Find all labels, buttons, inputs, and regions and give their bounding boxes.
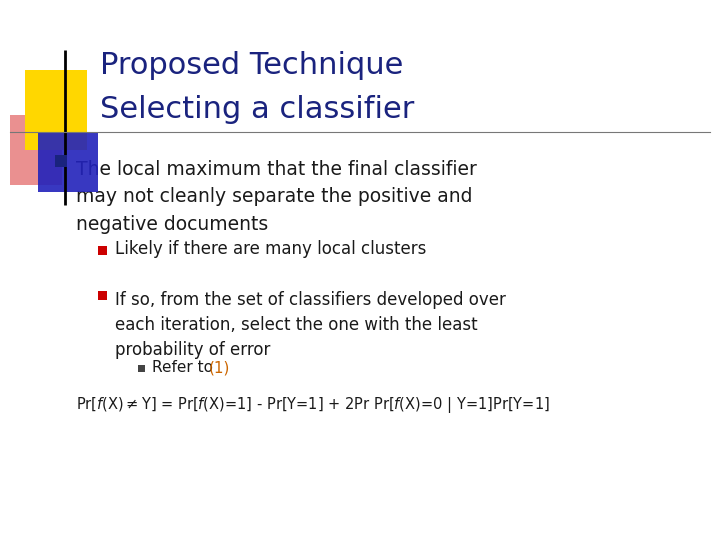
Text: Proposed Technique: Proposed Technique	[100, 51, 403, 79]
Bar	[38, 132, 98, 192]
Bar	[138, 365, 145, 372]
Bar	[10, 115, 62, 185]
Bar	[25, 70, 87, 150]
Text: Likely if there are many local clusters: Likely if there are many local clusters	[115, 240, 426, 258]
Bar	[98, 291, 107, 300]
Text: If so, from the set of classifiers developed over
each iteration, select the one: If so, from the set of classifiers devel…	[115, 291, 506, 359]
Bar	[55, 155, 67, 167]
Text: Refer to: Refer to	[152, 361, 218, 375]
Text: Selecting a classifier: Selecting a classifier	[100, 96, 415, 125]
Text: Pr[$\it{f}$(X)$\neq$Y] = Pr[$\it{f}$(X)=1] - Pr[Y=1] + 2Pr Pr[$\it{f}$(X)=0 | Y=: Pr[$\it{f}$(X)$\neq$Y] = Pr[$\it{f}$(X)=…	[76, 395, 550, 415]
Bar	[98, 246, 107, 255]
Text: The local maximum that the final classifier
may not cleanly separate the positiv: The local maximum that the final classif…	[76, 160, 477, 233]
Text: (1): (1)	[209, 361, 230, 375]
